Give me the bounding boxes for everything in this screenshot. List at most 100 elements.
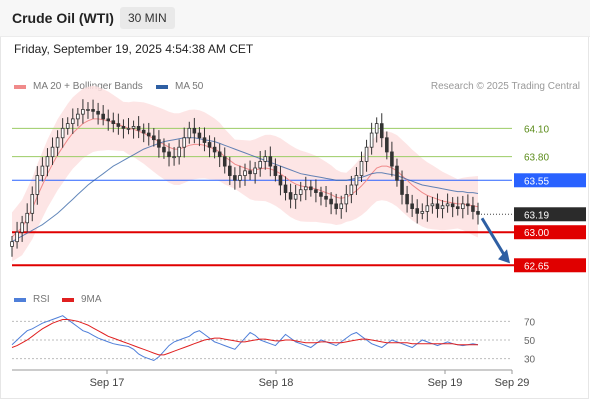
candle xyxy=(435,193,440,218)
candle-body xyxy=(192,127,197,134)
candle xyxy=(440,200,445,219)
candle xyxy=(10,236,14,257)
candle-body xyxy=(334,203,338,210)
candle-body xyxy=(364,146,369,162)
candle-body xyxy=(430,203,435,207)
candle xyxy=(455,196,460,216)
candle-body xyxy=(425,205,430,212)
candle xyxy=(70,108,75,134)
candle xyxy=(334,193,338,215)
candle xyxy=(471,196,475,220)
candle xyxy=(253,161,257,184)
level-label-63.55: 63.55 xyxy=(524,176,549,187)
candle xyxy=(228,156,232,185)
x-tick-label: Sep 19 xyxy=(428,377,463,389)
candle xyxy=(400,170,404,205)
candle xyxy=(354,167,359,195)
candle-body xyxy=(319,192,323,197)
candle-body xyxy=(65,123,70,129)
candle xyxy=(415,199,420,224)
candle xyxy=(141,123,146,143)
candle-body xyxy=(25,212,29,224)
candle xyxy=(405,185,409,213)
candle-body xyxy=(258,160,262,169)
candle xyxy=(385,131,389,160)
candle xyxy=(30,186,35,222)
candle xyxy=(349,175,354,204)
level-label-63.00: 63.00 xyxy=(524,228,549,239)
level-tag-62.65 xyxy=(514,258,586,273)
level-label-63.80: 63.80 xyxy=(524,153,549,164)
x-tick-label: Sep 18 xyxy=(259,377,294,389)
candle xyxy=(207,135,212,158)
candle xyxy=(86,102,90,119)
candle-body xyxy=(369,132,374,148)
candle xyxy=(263,150,268,170)
level-label-62.65: 62.65 xyxy=(524,261,549,272)
candle xyxy=(329,192,333,215)
candle-body xyxy=(167,151,171,158)
candle xyxy=(273,158,278,182)
candle-body xyxy=(405,194,409,205)
candle-body xyxy=(238,175,242,181)
candle-body xyxy=(96,110,100,115)
rsi-tick-50: 50 xyxy=(524,336,536,347)
candle xyxy=(319,186,323,206)
timeframe-badge[interactable]: 30 MIN xyxy=(120,7,175,29)
rsi-tick-70: 70 xyxy=(524,317,536,328)
candle-body xyxy=(253,167,257,175)
candle-body xyxy=(243,170,247,176)
candle-body xyxy=(101,113,105,120)
candle xyxy=(420,203,425,220)
level-label-63.19: 63.19 xyxy=(524,210,549,221)
candle-body xyxy=(435,203,440,210)
level-labels: 64.10 63.80 63.55 63.19 63.00 62.65 xyxy=(514,124,586,273)
candle-body xyxy=(45,156,50,167)
candle-body xyxy=(471,205,475,212)
legend-ma50-label: MA 50 xyxy=(175,81,204,92)
candle xyxy=(197,127,202,147)
candle xyxy=(187,121,192,144)
candle xyxy=(379,113,384,148)
candle xyxy=(324,186,328,208)
candle-body xyxy=(202,137,207,143)
candle xyxy=(131,120,136,139)
candle-body xyxy=(476,211,480,215)
candle xyxy=(146,122,151,146)
candle-body xyxy=(354,175,359,186)
level-tag-63.55 xyxy=(514,173,586,188)
datetime-stamp: Friday, September 19, 2025 4:54:38 AM CE… xyxy=(14,42,254,56)
forecast-arrow xyxy=(480,217,510,264)
candle xyxy=(430,196,435,214)
candle xyxy=(298,181,303,202)
rsi-tick-30: 30 xyxy=(524,355,536,366)
candle xyxy=(40,157,45,182)
ma50-line xyxy=(11,137,479,243)
candle xyxy=(35,166,40,205)
candle-body xyxy=(136,126,141,131)
candle-body xyxy=(40,165,45,176)
candle xyxy=(293,184,298,209)
candle-body xyxy=(86,109,90,111)
candle xyxy=(288,183,293,209)
candle xyxy=(445,193,450,213)
candle-body xyxy=(293,194,298,200)
candle xyxy=(15,221,19,249)
candle-body xyxy=(233,175,237,181)
candle xyxy=(339,195,344,219)
candle xyxy=(309,180,313,197)
candle xyxy=(60,118,65,148)
candle xyxy=(55,130,60,156)
candle-body xyxy=(228,165,232,176)
rsi-panel: 70 50 30 xyxy=(11,315,536,366)
candle xyxy=(182,127,187,158)
candle-body xyxy=(309,186,313,191)
candle-body xyxy=(121,126,126,129)
candle-body xyxy=(248,170,252,175)
candle-body xyxy=(10,241,14,247)
candle xyxy=(364,139,369,172)
legend-rsi-label: RSI xyxy=(33,294,50,305)
candle xyxy=(111,112,116,133)
candle-body xyxy=(385,137,389,153)
